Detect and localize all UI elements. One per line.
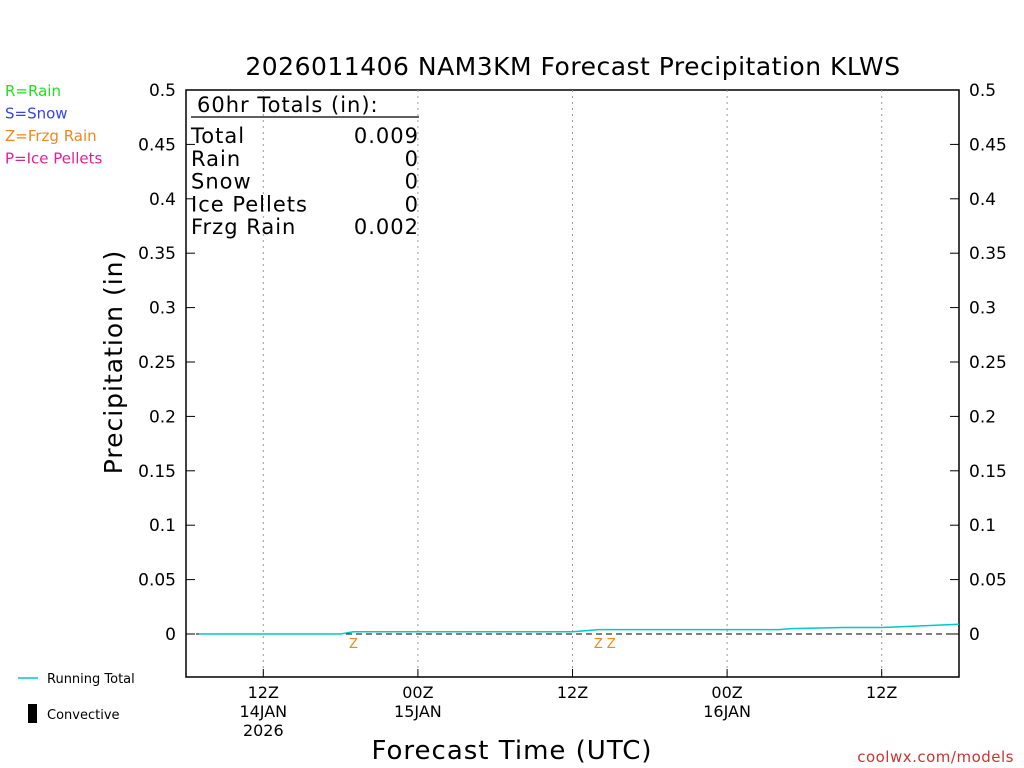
y-tick-label: 0.4 bbox=[149, 190, 176, 210]
y-tick-label-right: 0.5 bbox=[969, 81, 996, 101]
y-axis-label: Precipitation (in) bbox=[99, 250, 128, 475]
series-line-running-total bbox=[198, 623, 960, 635]
series-legend: Running Total Convective bbox=[18, 672, 135, 723]
y-tick-label-right: 0.1 bbox=[969, 516, 996, 536]
y-tick-label: 0.1 bbox=[149, 516, 176, 536]
x-tick-label: 14JAN bbox=[239, 702, 287, 721]
totals-rows: Total 0.009 Rain 0 Snow 0 Ice Pellets 0 Frzg Rai… bbox=[190, 124, 419, 239]
totals-row-label: Rain bbox=[191, 147, 241, 171]
y-tick-label-right: 0.25 bbox=[969, 353, 1007, 373]
y-tick-label-right: 0.05 bbox=[969, 571, 1007, 591]
y-tick-label-right: 0.4 bbox=[969, 190, 996, 210]
y-tick-label-right: 0 bbox=[969, 625, 980, 645]
y-tick-label-right: 0.45 bbox=[969, 135, 1007, 155]
x-tick-label: 12Z bbox=[248, 683, 279, 702]
legend-entry: S=Snow bbox=[5, 105, 68, 123]
y-tick-label: 0.3 bbox=[149, 299, 176, 319]
totals-row-label: Ice Pellets bbox=[191, 192, 308, 216]
convective-swatch bbox=[28, 704, 37, 723]
totals-row-label: Total bbox=[190, 124, 245, 148]
y-tick-label-right: 0.3 bbox=[969, 299, 996, 319]
y-tick-label: 0.35 bbox=[138, 244, 176, 264]
legend-entry: R=Rain bbox=[5, 82, 61, 100]
chart-title: 2026011406 NAM3KM Forecast Precipitation… bbox=[245, 52, 900, 81]
y-axis-right: 0 0.05 0.1 0.15 0.2 0.25 0.3 0.35 0.4 0.45 0.5 bbox=[950, 81, 1007, 645]
y-tick-label-right: 0.15 bbox=[969, 462, 1007, 482]
ptype-marker: Z bbox=[594, 637, 603, 652]
totals-row-value: 0 bbox=[405, 147, 419, 171]
totals-row-value: 0.002 bbox=[354, 215, 419, 239]
x-tick-label: 12Z bbox=[866, 683, 897, 702]
y-tick-label: 0.25 bbox=[138, 353, 176, 373]
y-tick-label: 0.5 bbox=[149, 81, 176, 101]
totals-row-label: Frzg Rain bbox=[191, 215, 296, 239]
y-tick-label: 0.15 bbox=[138, 462, 176, 482]
x-tick-label: 15JAN bbox=[394, 702, 442, 721]
series-group bbox=[198, 623, 960, 635]
totals-row-value: 0 bbox=[405, 192, 419, 216]
running-total-legend-label: Running Total bbox=[47, 672, 135, 687]
credit-text: coolwx.com/models bbox=[857, 748, 1014, 766]
convective-legend-label: Convective bbox=[47, 708, 120, 723]
totals-row-label: Snow bbox=[191, 170, 252, 194]
legend-entry: P=Ice Pellets bbox=[5, 150, 102, 168]
x-tick-label: 12Z bbox=[557, 683, 588, 702]
y-tick-label: 0.45 bbox=[138, 135, 176, 155]
x-tick-label: 2026 bbox=[243, 721, 284, 740]
y-axis-left: 0 0.05 0.1 0.15 0.2 0.25 0.3 0.35 0.4 0.45 0.5 bbox=[138, 81, 195, 645]
totals-row-value: 0.009 bbox=[354, 124, 419, 148]
totals-header: 60hr Totals (in): bbox=[197, 93, 379, 117]
x-tick-label: 00Z bbox=[711, 683, 742, 702]
legend-entry: Z=Frzg Rain bbox=[5, 127, 97, 145]
y-tick-label-right: 0.2 bbox=[969, 407, 996, 427]
grid-lines bbox=[262, 90, 883, 677]
x-tick-label: 00Z bbox=[402, 683, 433, 702]
x-tick-label: 16JAN bbox=[703, 702, 751, 721]
precip-type-legend: R=Rain S=Snow Z=Frzg Rain P=Ice Pellets bbox=[5, 82, 102, 168]
ptype-marker: Z bbox=[349, 637, 358, 652]
y-tick-label: 0 bbox=[165, 625, 176, 645]
totals-box: 60hr Totals (in): Total 0.009 Rain 0 Snow 0 Ic… bbox=[190, 93, 419, 239]
totals-row-value: 0 bbox=[405, 170, 419, 194]
ptype-marker: Z bbox=[607, 637, 616, 652]
y-tick-label: 0.2 bbox=[149, 407, 176, 427]
y-tick-label: 0.05 bbox=[138, 571, 176, 591]
x-axis-label: Forecast Time (UTC) bbox=[371, 736, 652, 766]
y-tick-label-right: 0.35 bbox=[969, 244, 1007, 264]
